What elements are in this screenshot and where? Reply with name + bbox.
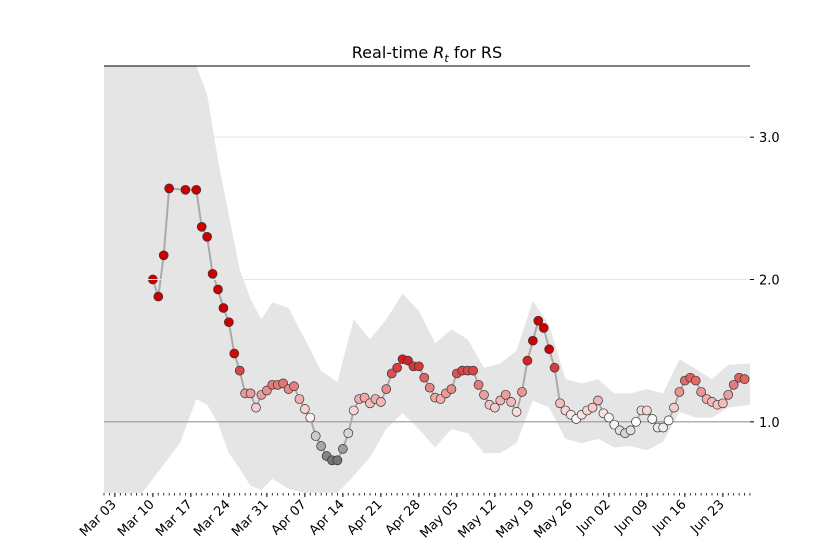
data-point [473,379,484,390]
x-tick-label: Mar 31 [229,497,272,540]
data-point [180,184,191,195]
data-point [658,422,668,433]
data-point [332,455,343,466]
data-point [533,315,544,326]
title-suffix: for RS [454,43,502,62]
x-tick-label: May 12 [455,497,499,541]
data-point [696,387,706,397]
data-point [593,395,603,406]
x-tick-label: Jun 09 [611,497,651,537]
data-point [538,323,549,333]
data-point [479,389,489,400]
data-point [690,375,701,386]
data-point [294,394,305,404]
data-point [414,361,424,372]
y-tick-label: 1.0 [759,416,780,431]
data-point [419,372,430,383]
data-point [587,402,598,413]
data-point [528,335,538,346]
title-symbol: R [433,43,444,62]
data-point [642,405,652,416]
data-point [669,402,679,413]
x-tick-label: May 05 [417,497,461,541]
data-point [728,379,739,390]
data-point [310,431,321,441]
data-point [196,221,207,232]
title-subscript: t [444,52,449,65]
x-tick-label: Mar 17 [153,497,196,540]
data-point [376,397,386,407]
data-point [446,384,457,394]
chart-title: Real-time Rt for RS [352,43,502,65]
data-point [289,381,299,392]
data-point [316,441,326,451]
data-point [305,412,316,423]
title-prefix: Real-time [352,43,428,62]
x-tick-label: May 19 [493,497,537,541]
data-point [251,402,261,413]
data-point [153,291,164,302]
x-tick-label: Jun 16 [649,497,689,537]
data-point [544,344,554,355]
data-point [224,317,234,328]
data-point [500,389,511,400]
data-point [338,444,348,454]
data-point [511,407,522,417]
x-tick-label: Jun 02 [573,497,613,537]
data-point [555,398,565,409]
x-tick-label: Mar 03 [77,497,120,540]
data-point [506,397,516,407]
y-tick-label: 2.0 [759,274,780,289]
data-point [468,365,478,376]
data-point [549,362,560,373]
x-tick-label: Apr 21 [345,497,386,538]
data-point [343,428,354,439]
data-point [300,404,310,414]
x-tick-label: Apr 07 [269,497,310,538]
data-point [424,382,435,393]
data-point [663,415,674,426]
data-point [381,384,392,394]
data-point [490,402,500,413]
data-point [625,425,636,436]
data-point [218,303,229,313]
x-tick-label: Mar 10 [115,497,158,540]
data-point [348,405,359,416]
data-point [674,387,685,397]
plot-area [104,66,750,493]
data-point [234,365,245,376]
data-point [202,231,212,242]
data-point [158,250,169,261]
x-tick-label: Jun 23 [687,497,727,537]
x-tick-label: Apr 14 [307,497,348,538]
data-point [723,389,734,400]
data-point [207,268,218,279]
data-point [229,348,240,359]
data-point [245,388,256,399]
x-tick-label: May 26 [531,497,575,541]
x-tick-label: Mar 24 [191,497,234,540]
data-point [647,414,658,424]
data-point [522,355,533,366]
data-point [213,284,223,295]
data-point [164,183,174,194]
data-point [631,416,641,427]
data-point [739,374,750,384]
y-tick-label: 3.0 [759,131,780,146]
data-point [718,398,728,409]
data-point [604,412,614,423]
data-point [517,387,527,397]
data-point [392,362,402,373]
data-point [191,184,202,195]
